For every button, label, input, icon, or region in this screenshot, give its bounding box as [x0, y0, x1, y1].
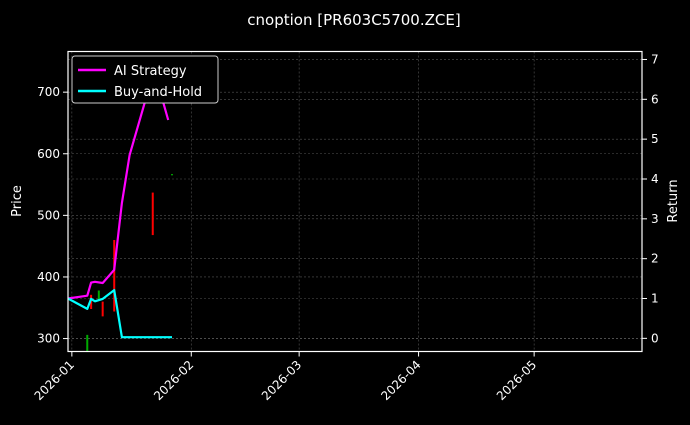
y2-tick-label: 5 [651, 132, 659, 146]
y-tick-label: 300 [37, 332, 60, 346]
series-line-buy-and-hold [67, 289, 172, 339]
y2-tick-label: 3 [651, 212, 659, 226]
y2-axis-label: Return [666, 179, 681, 222]
candles [86, 174, 174, 352]
y2-tick-label: 2 [651, 252, 659, 266]
y2-tick-label: 6 [651, 92, 659, 106]
y2-tick-label: 1 [651, 292, 659, 306]
y-tick-label: 400 [37, 270, 60, 284]
plot-frame [67, 50, 643, 353]
y-tick-label: 600 [37, 147, 60, 161]
y-axis-return: 0 1 2 3 4 5 6 7 [642, 52, 659, 345]
x-tick-label: 2026-04 [378, 358, 423, 403]
x-tick-label: 2026-05 [494, 358, 539, 403]
x-tick-label: 2026-02 [151, 358, 196, 403]
y-axis-price: 300 400 500 600 700 [37, 85, 68, 346]
y2-tick-label: 7 [651, 52, 659, 66]
y-tick-label: 500 [37, 208, 60, 222]
legend-label-buy-and-hold: Buy-and-Hold [114, 85, 202, 100]
chart-title: cnoption [PR603C5700.ZCE] [247, 11, 460, 29]
y-tick-label: 700 [37, 85, 60, 99]
x-axis: 2026-01 2026-02 2026-03 2026-04 2026-05 [32, 351, 539, 403]
y-axis-label: Price [10, 185, 25, 217]
x-tick-label: 2026-01 [32, 358, 77, 403]
y2-tick-label: 4 [651, 172, 659, 186]
x-tick-label: 2026-03 [259, 358, 304, 403]
series-lines [67, 64, 172, 339]
legend: AI Strategy Buy-and-Hold [71, 55, 219, 104]
y2-tick-label: 0 [651, 331, 659, 345]
legend-label-ai-strategy: AI Strategy [114, 64, 187, 79]
